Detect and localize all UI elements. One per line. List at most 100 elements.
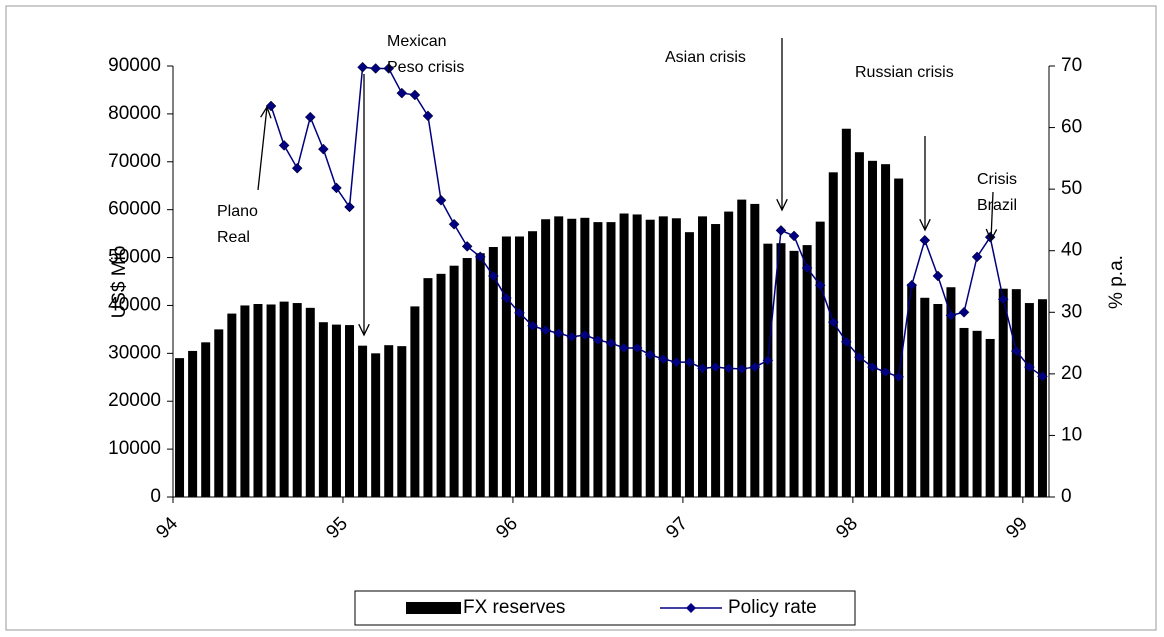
y-tick-label: 0 bbox=[150, 486, 161, 507]
y2-tick-label: 10 bbox=[1061, 424, 1082, 445]
line-marker bbox=[409, 89, 421, 101]
bar bbox=[436, 273, 446, 497]
bar bbox=[867, 160, 877, 497]
line-marker bbox=[540, 324, 551, 336]
line-marker bbox=[553, 327, 565, 339]
bar bbox=[501, 236, 511, 498]
line-marker bbox=[867, 361, 878, 373]
bar bbox=[201, 342, 211, 497]
line-marker bbox=[435, 194, 447, 206]
line-marker bbox=[906, 279, 918, 291]
bar bbox=[881, 164, 891, 497]
line-marker bbox=[854, 351, 865, 363]
annotation-arrowhead bbox=[260, 105, 272, 119]
bar bbox=[345, 325, 355, 497]
y-tick-label: 60000 bbox=[108, 199, 161, 220]
line-marker bbox=[945, 310, 957, 321]
bar bbox=[423, 278, 433, 497]
line-marker bbox=[801, 262, 813, 274]
annotation-arrow bbox=[990, 191, 994, 241]
line-marker bbox=[762, 354, 774, 366]
line-marker bbox=[396, 87, 408, 99]
legend-label: Policy rate bbox=[728, 597, 817, 618]
line-marker bbox=[579, 329, 591, 341]
line-marker bbox=[997, 294, 1009, 305]
legend-label: FX reserves bbox=[463, 597, 565, 618]
bar bbox=[711, 224, 721, 498]
line-marker bbox=[958, 306, 970, 318]
bar bbox=[763, 243, 773, 497]
bar bbox=[1024, 303, 1034, 497]
y-tick-label: 70000 bbox=[108, 151, 161, 172]
line-marker bbox=[971, 251, 983, 263]
bar bbox=[854, 152, 864, 497]
bar bbox=[449, 265, 459, 497]
y2-tick-label: 0 bbox=[1061, 486, 1072, 507]
bar bbox=[593, 222, 603, 497]
annotation-arrow bbox=[257, 106, 268, 191]
line-marker bbox=[840, 336, 852, 348]
bar bbox=[567, 218, 577, 497]
line-marker bbox=[644, 349, 656, 361]
annotation: Crisis bbox=[977, 171, 1017, 188]
line-marker bbox=[605, 337, 617, 349]
line-marker bbox=[736, 363, 748, 375]
y2-tick-label: 40 bbox=[1061, 240, 1082, 261]
y2-tick-label: 30 bbox=[1061, 301, 1082, 322]
bar bbox=[305, 307, 315, 497]
line-marker bbox=[344, 201, 355, 213]
annotation: Peso crisis bbox=[387, 59, 464, 76]
line-marker bbox=[291, 162, 303, 174]
bar bbox=[488, 247, 498, 497]
bar bbox=[1011, 289, 1021, 497]
y-tick-label: 30000 bbox=[108, 342, 161, 363]
annotation: Mexican bbox=[387, 33, 447, 50]
bar bbox=[698, 216, 708, 498]
line-marker bbox=[370, 63, 382, 74]
y2-tick-label: 50 bbox=[1061, 178, 1082, 199]
line-marker bbox=[474, 251, 486, 263]
y2-tick-label: 20 bbox=[1061, 363, 1082, 384]
line-marker bbox=[448, 218, 460, 230]
line-marker bbox=[383, 63, 395, 74]
line-marker bbox=[723, 362, 735, 374]
y-tick-label: 20000 bbox=[108, 390, 161, 411]
bar bbox=[253, 304, 263, 497]
line-marker bbox=[880, 366, 891, 378]
line-marker bbox=[265, 100, 277, 112]
bar bbox=[959, 327, 969, 497]
bar bbox=[214, 329, 224, 497]
y-tick-label: 90000 bbox=[108, 55, 161, 76]
bar bbox=[475, 253, 485, 497]
line-marker bbox=[932, 270, 944, 282]
bar bbox=[541, 219, 551, 497]
line-marker bbox=[461, 241, 473, 252]
line-marker bbox=[331, 182, 342, 194]
bar bbox=[985, 338, 995, 497]
line-marker bbox=[514, 307, 525, 319]
line-marker bbox=[278, 140, 290, 151]
line-marker bbox=[775, 225, 787, 236]
line-marker bbox=[527, 320, 538, 332]
bar bbox=[358, 345, 368, 497]
annotation-arrowhead bbox=[919, 218, 931, 232]
y2-tick-label: 70 bbox=[1061, 55, 1082, 76]
bar bbox=[907, 283, 917, 497]
y-tick-label: 80000 bbox=[108, 103, 161, 124]
annotation: Russian crisis bbox=[855, 64, 954, 81]
annotation-arrowhead bbox=[358, 323, 370, 337]
bar bbox=[776, 243, 786, 497]
bar bbox=[632, 214, 642, 497]
line bbox=[270, 66, 1043, 378]
line-marker bbox=[318, 143, 329, 155]
bar bbox=[998, 288, 1008, 497]
bar bbox=[410, 306, 420, 497]
line-marker bbox=[304, 111, 316, 123]
bar bbox=[331, 324, 341, 497]
bar bbox=[972, 330, 982, 497]
bar bbox=[371, 353, 381, 497]
bar bbox=[724, 211, 734, 498]
bar bbox=[528, 231, 538, 497]
annotation-arrowhead bbox=[776, 198, 788, 212]
bar bbox=[1037, 299, 1047, 497]
